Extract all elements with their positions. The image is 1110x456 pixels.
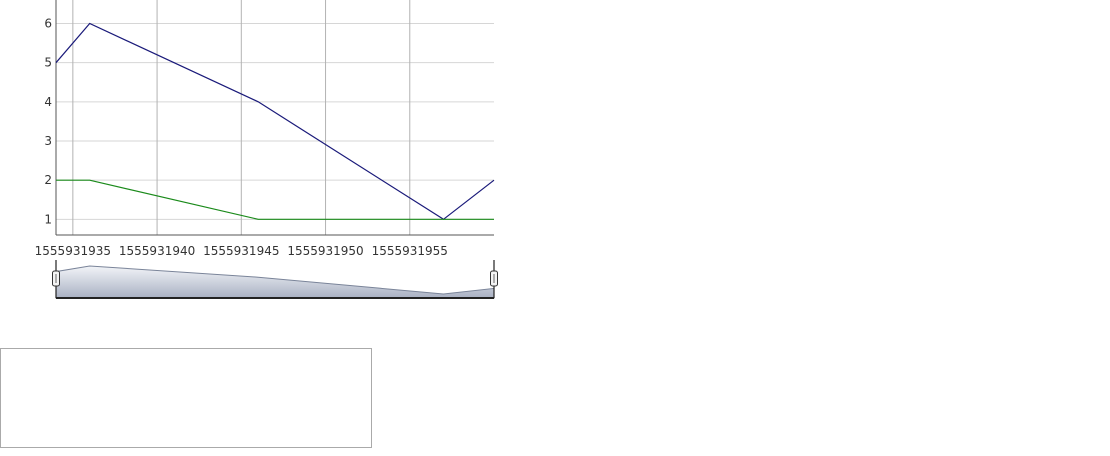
x-tick-label: 1555931935	[35, 244, 111, 258]
series-line-1	[55, 22, 495, 221]
y-tick-label: 2	[44, 173, 52, 187]
y-tick-label: 1	[44, 212, 52, 226]
y-tick-label: 5	[44, 56, 52, 70]
y-tick-label: 4	[44, 95, 52, 109]
x-tick-label: 1555931950	[287, 244, 363, 258]
line-chart: 1 2 3 4 5 6 1555931935 1555931940 1555931945 1555…	[35, 0, 498, 299]
x-tick-label: 1555931955	[372, 244, 448, 258]
series-line-2	[56, 179, 494, 220]
x-tick-label: 1555931940	[119, 244, 195, 258]
x-tick-label: 1555931945	[203, 244, 279, 258]
y-tick-label: 3	[44, 134, 52, 148]
chart-container: 1 2 3 4 5 6 1555931935 1555931940 1555931945 1555…	[0, 0, 520, 310]
y-tick-label: 6	[44, 17, 52, 31]
legend-box	[0, 348, 372, 448]
range-selector-area	[55, 265, 495, 299]
